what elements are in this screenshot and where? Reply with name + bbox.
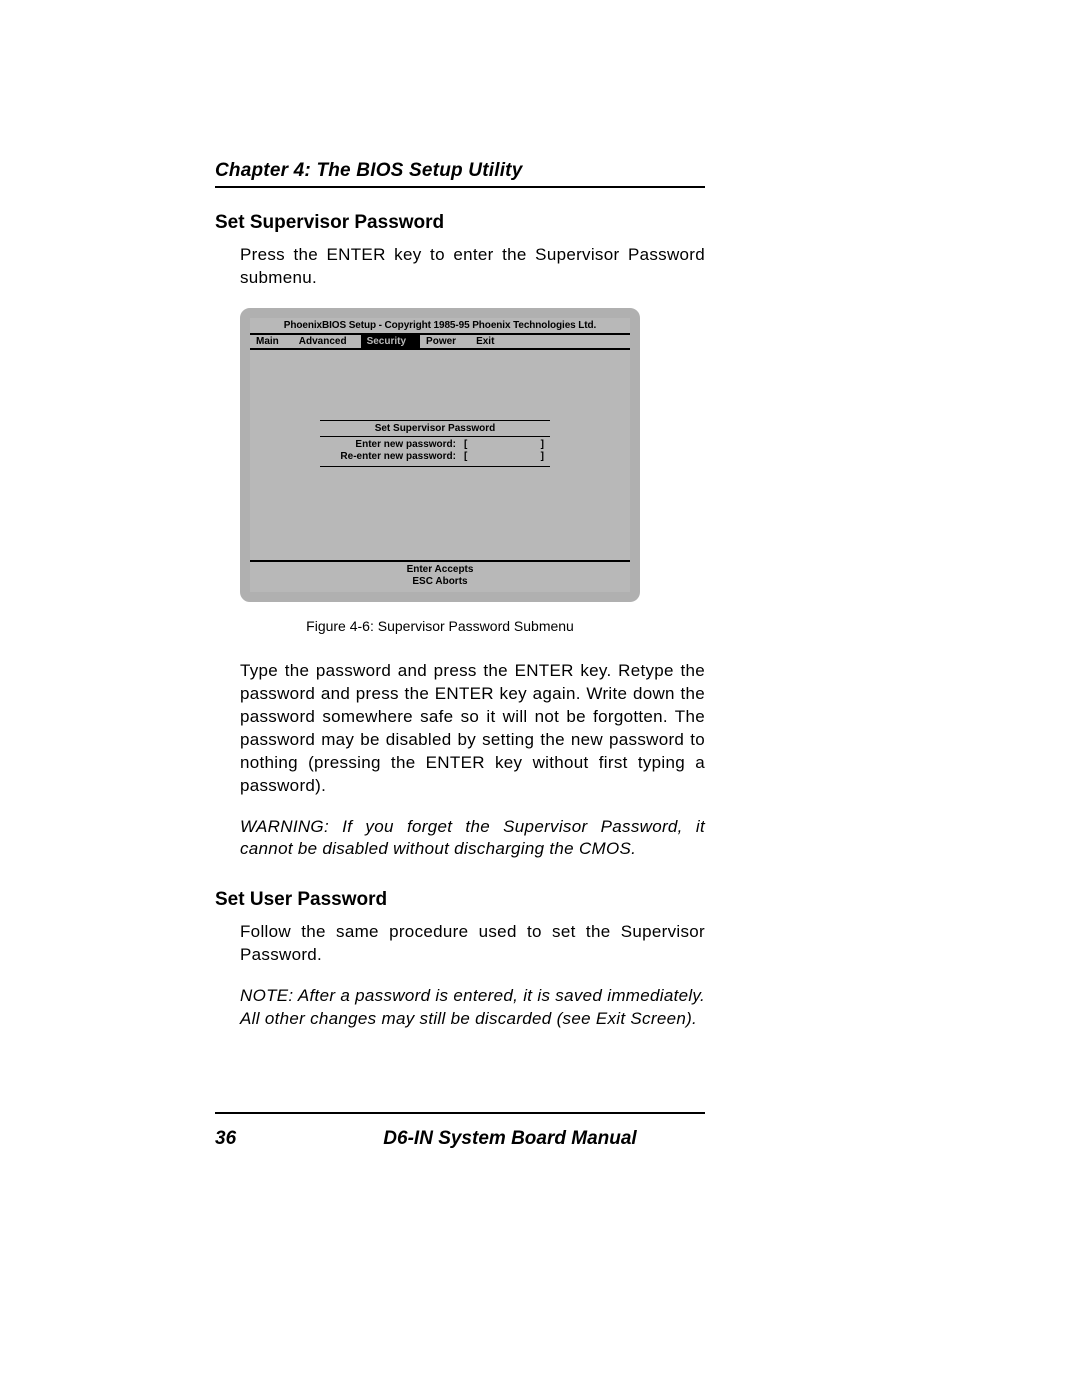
rule-top <box>215 186 705 188</box>
section-heading-user: Set User Password <box>215 889 705 911</box>
bracket-close-icon: ] <box>541 451 544 464</box>
para-supervisor-intro: Press the ENTER key to enter the Supervi… <box>240 244 705 290</box>
bios-footer: Enter Accepts ESC Aborts <box>250 560 630 592</box>
bracket-open-icon: [ <box>464 439 467 452</box>
figure-caption: Figure 4-6: Supervisor Password Submenu <box>240 618 640 634</box>
bios-menu-exit[interactable]: Exit <box>470 335 508 348</box>
section-heading-supervisor: Set Supervisor Password <box>215 212 705 234</box>
manual-page: Chapter 4: The BIOS Setup Utility Set Su… <box>0 0 1080 1397</box>
bios-menu-power[interactable]: Power <box>420 335 470 348</box>
para-supervisor-warning: WARNING: If you forget the Supervisor Pa… <box>240 816 705 862</box>
bracket-open-icon: [ <box>464 451 467 464</box>
bios-popup-row-enter: Enter new password: [ ] <box>320 439 550 452</box>
bios-screenshot-figure: PhoenixBIOS Setup - Copyright 1985-95 Ph… <box>240 308 640 602</box>
para-user-intro: Follow the same procedure used to set th… <box>240 921 705 967</box>
bios-screen: PhoenixBIOS Setup - Copyright 1985-95 Ph… <box>250 318 630 592</box>
bios-menu-main[interactable]: Main <box>250 335 293 348</box>
bios-popup-label-reenter: Re-enter new password: <box>326 451 464 464</box>
content-area: Chapter 4: The BIOS Setup Utility Set Su… <box>215 160 705 1049</box>
chapter-title: Chapter 4: The BIOS Setup Utility <box>215 160 705 182</box>
bios-popup-row-reenter: Re-enter new password: [ ] <box>320 451 550 464</box>
bios-popup-field-enter[interactable]: [ ] <box>464 439 544 452</box>
bios-popup-title: Set Supervisor Password <box>320 421 550 437</box>
para-supervisor-body: Type the password and press the ENTER ke… <box>240 660 705 798</box>
manual-title: D6-IN System Board Manual <box>315 1128 705 1150</box>
bios-footer-line1: Enter Accepts <box>250 564 630 576</box>
bios-popup-label-enter: Enter new password: <box>326 439 464 452</box>
bios-titlebar: PhoenixBIOS Setup - Copyright 1985-95 Ph… <box>250 318 630 333</box>
bios-menubar: Main Advanced Security Power Exit <box>250 333 630 350</box>
bios-menu-security[interactable]: Security <box>361 335 420 348</box>
bios-menu-advanced[interactable]: Advanced <box>293 335 361 348</box>
bios-footer-line2: ESC Aborts <box>250 576 630 588</box>
para-user-note: NOTE: After a password is entered, it is… <box>240 985 705 1031</box>
bios-popup-field-reenter[interactable]: [ ] <box>464 451 544 464</box>
bios-password-popup: Set Supervisor Password Enter new passwo… <box>320 420 550 467</box>
page-number: 36 <box>215 1128 315 1150</box>
rule-bottom <box>215 1112 705 1114</box>
bracket-close-icon: ] <box>541 439 544 452</box>
page-footer: 36 D6-IN System Board Manual <box>215 1128 705 1150</box>
bios-body: Set Supervisor Password Enter new passwo… <box>250 350 630 560</box>
